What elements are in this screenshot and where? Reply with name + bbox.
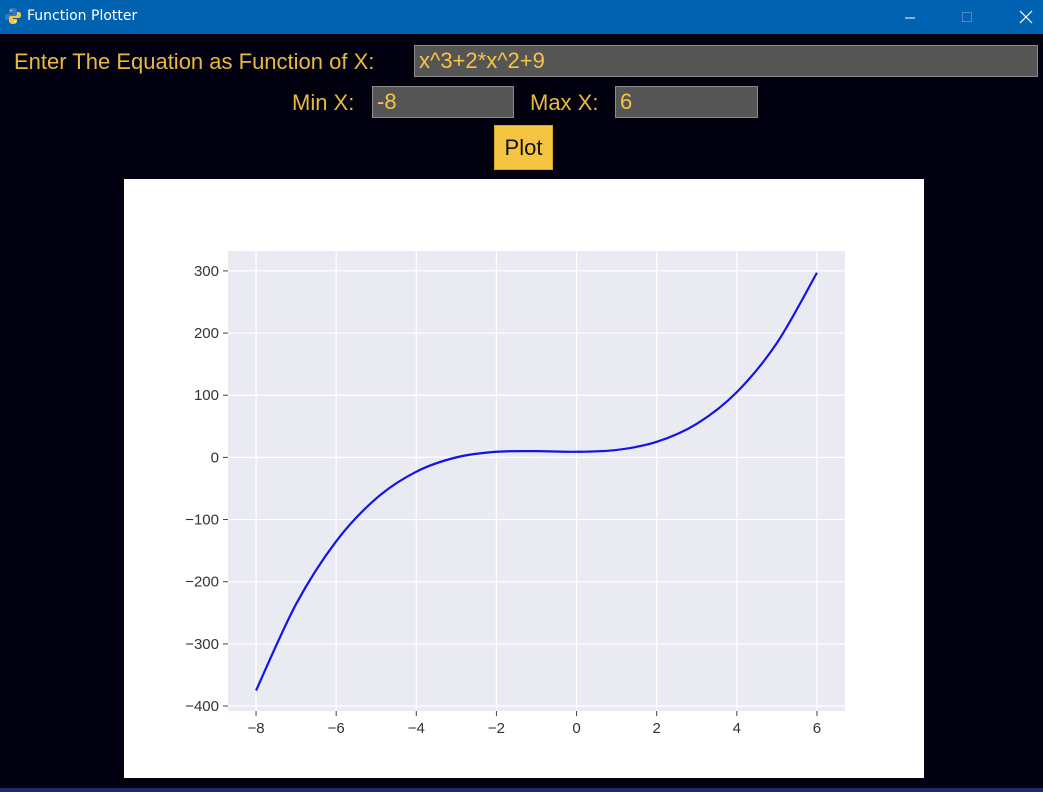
- x-tick-label: 0: [572, 720, 580, 737]
- close-button[interactable]: [1003, 0, 1043, 34]
- x-tick-label: −4: [408, 720, 425, 737]
- function-chart: −8 −6 −4 −2 0 2 4 6 −400 −300 −200 −100 0 100 200 300: [185, 251, 845, 737]
- minimize-button[interactable]: [887, 0, 933, 34]
- equation-input[interactable]: x^3+2*x^2+9: [414, 45, 1038, 77]
- x-tick-label: −6: [328, 720, 345, 737]
- y-tick-label: 100: [194, 387, 219, 404]
- equation-label: Enter The Equation as Function of X:: [14, 49, 375, 74]
- x-tick-label: 4: [733, 720, 741, 737]
- y-tick-label: −300: [185, 636, 219, 653]
- function-line: [255, 272, 818, 691]
- y-tick-label: 200: [194, 325, 219, 342]
- window-title: Function Plotter: [27, 8, 138, 24]
- max-x-input[interactable]: 6: [615, 86, 758, 118]
- min-x-input[interactable]: -8: [372, 86, 514, 118]
- plot-button[interactable]: Plot: [494, 125, 553, 170]
- maximize-icon: [962, 12, 972, 22]
- python-icon: [4, 7, 22, 25]
- minimize-icon: [905, 17, 915, 19]
- y-tick-label: −400: [185, 698, 219, 715]
- x-tick-label: −8: [247, 720, 264, 737]
- close-icon: [1019, 10, 1033, 24]
- x-tick-label: −2: [488, 720, 505, 737]
- maximize-button[interactable]: [944, 0, 990, 34]
- max-x-label: Max X:: [530, 90, 599, 115]
- x-tick-label: 6: [813, 720, 821, 737]
- title-bar: Function Plotter: [0, 0, 1043, 34]
- y-tick-label: 300: [194, 263, 219, 280]
- y-tick-label: −100: [185, 512, 219, 529]
- plot-canvas: −8 −6 −4 −2 0 2 4 6 −400 −300 −200 −100 0 100 200 300: [124, 179, 924, 778]
- x-tick-label: 2: [653, 720, 661, 737]
- y-tick-label: 0: [211, 449, 219, 466]
- plot-area: [228, 251, 845, 711]
- min-x-label: Min X:: [292, 90, 355, 115]
- y-tick-label: −200: [185, 574, 219, 591]
- window-bottom-border: [0, 788, 1043, 792]
